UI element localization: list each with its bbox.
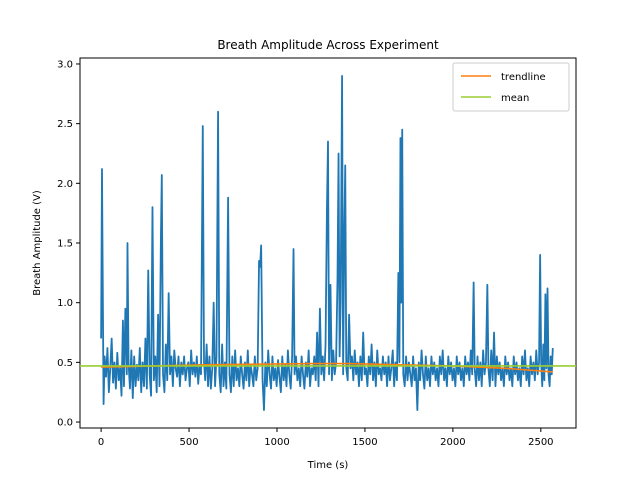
x-tick-label: 1500 [352,437,377,448]
y-tick-label: 0.5 [57,358,73,369]
x-tick-label: 2500 [528,437,553,448]
y-tick-label: 2.0 [57,179,73,190]
legend-box [452,62,570,112]
y-tick-label: 1.0 [57,298,73,309]
x-tick-label: 0 [98,437,104,448]
x-tick-label: 500 [180,437,199,448]
y-tick-label: 1.5 [57,239,73,250]
legend-label-trendline: trendline [501,72,546,83]
y-tick-label: 3.0 [57,59,73,70]
x-tick-label: 1000 [264,437,289,448]
y-axis: 0.0 0.5 1.0 1.5 2.0 2.5 3.0 [57,59,80,429]
y-tick-label: 2.5 [57,119,73,130]
legend-label-mean: mean [501,93,529,104]
series-layer [80,75,576,412]
x-tick-label: 2000 [440,437,465,448]
x-axis: 0 500 1000 1500 2000 2500 [98,428,554,448]
legend: trendline mean [452,62,570,112]
chart-title: Breath Amplitude Across Experiment [217,38,439,52]
data-series-line [100,75,554,412]
y-axis-label: Breath Amplitude (V) [32,190,43,296]
x-axis-label: Time (s) [307,460,349,471]
y-tick-label: 0.0 [57,418,73,429]
